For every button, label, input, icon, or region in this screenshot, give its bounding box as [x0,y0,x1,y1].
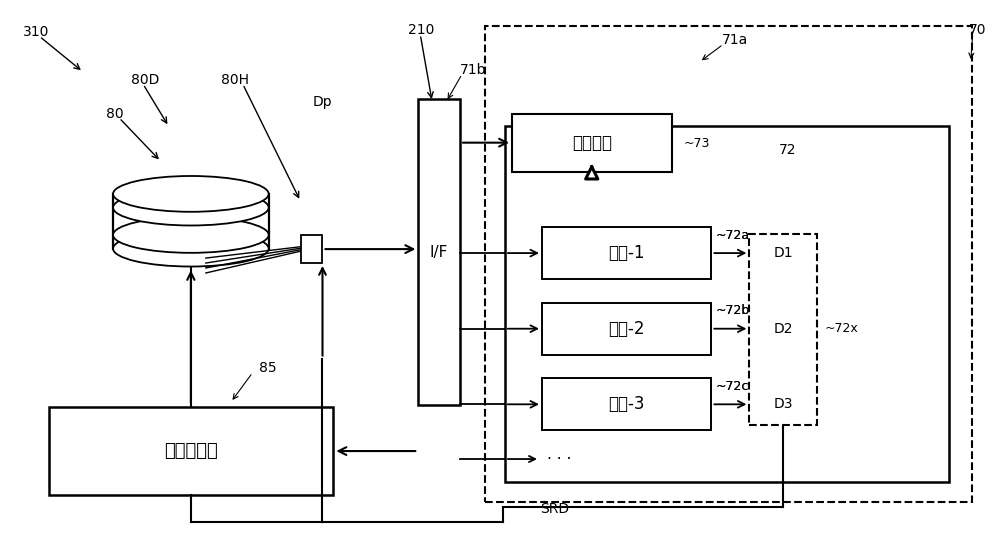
Bar [505,126,949,482]
Ellipse shape [113,176,269,212]
Ellipse shape [113,217,269,253]
Text: D3: D3 [773,397,793,411]
Text: 85: 85 [259,361,276,375]
Text: ~72x: ~72x [825,322,859,335]
Text: ~72c: ~72c [715,380,749,393]
Bar [512,114,672,171]
Text: 71a: 71a [721,33,748,47]
Text: 模型-2: 模型-2 [608,320,645,338]
Bar [749,234,817,425]
Ellipse shape [113,230,269,267]
Text: ~73: ~73 [683,137,710,150]
Text: ~72a: ~72a [715,229,750,242]
Text: 分类模型: 分类模型 [572,134,612,151]
Text: · · ·: · · · [547,452,571,466]
Text: ~72b: ~72b [715,304,750,317]
Text: Dp: Dp [313,95,332,109]
Text: SRD: SRD [540,502,569,516]
Text: D2: D2 [773,322,793,336]
Bar [301,235,322,263]
Text: 80D: 80D [131,73,159,87]
Text: 80H: 80H [221,73,249,87]
Text: 70: 70 [969,23,986,37]
Text: 210: 210 [408,23,435,37]
Text: D1: D1 [773,246,793,260]
Text: 72: 72 [779,143,797,157]
Bar [485,27,972,502]
Text: 模型-3: 模型-3 [608,395,645,413]
Bar [418,99,460,405]
Text: I/F: I/F [430,245,448,260]
Bar [49,407,333,495]
Text: 动作控制部: 动作控制部 [164,442,218,460]
Text: 80: 80 [106,107,124,121]
Text: 模型-1: 模型-1 [608,244,645,262]
Bar [542,303,711,354]
Bar [542,227,711,279]
Bar [542,379,711,430]
Text: ~72c: ~72c [715,380,749,393]
Ellipse shape [113,190,269,226]
Text: 310: 310 [23,25,50,39]
Text: ~72b: ~72b [715,304,750,317]
Text: 71b: 71b [460,63,487,77]
Text: ~72a: ~72a [715,229,750,242]
